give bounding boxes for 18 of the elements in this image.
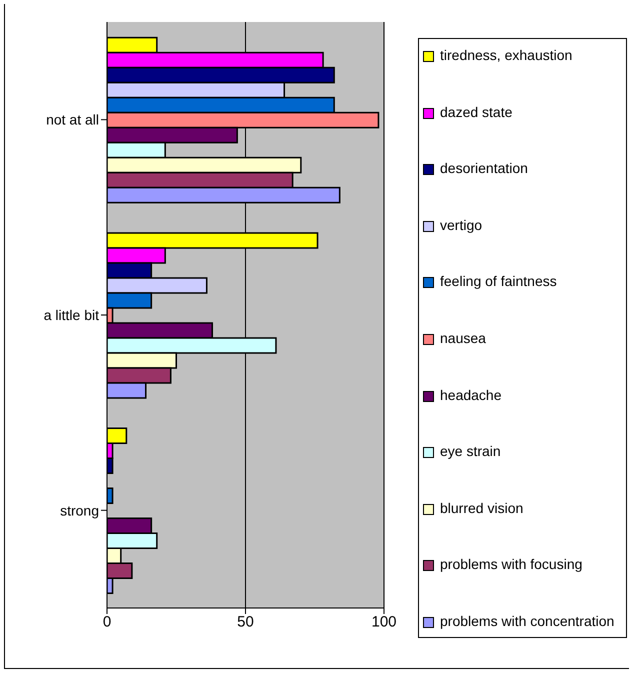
y-tick-label: a little bit: [44, 306, 100, 323]
legend-label: nausea: [440, 330, 486, 346]
x-tick-label: 50: [237, 614, 254, 631]
legend-label: vertigo: [440, 216, 482, 233]
bar: [107, 488, 114, 504]
legend-label: feeling of faintness: [440, 273, 557, 290]
x-tick-label: 100: [371, 614, 397, 631]
legend-label: problems with concentration: [440, 612, 614, 629]
legend-label: blurred vision: [440, 500, 524, 516]
legend-label: eye strain: [440, 443, 501, 460]
y-tick-label: strong: [60, 502, 99, 518]
legend-label: desorientation: [440, 160, 528, 176]
legend-label: headache: [440, 386, 502, 403]
y-tick-label: not at all: [46, 112, 99, 128]
x-tick-label: 0: [102, 614, 112, 631]
legend-label: problems with focusing: [440, 556, 582, 572]
legend-label: tiredness, exhaustion: [440, 47, 572, 63]
legend-label: dazed state: [440, 104, 512, 120]
